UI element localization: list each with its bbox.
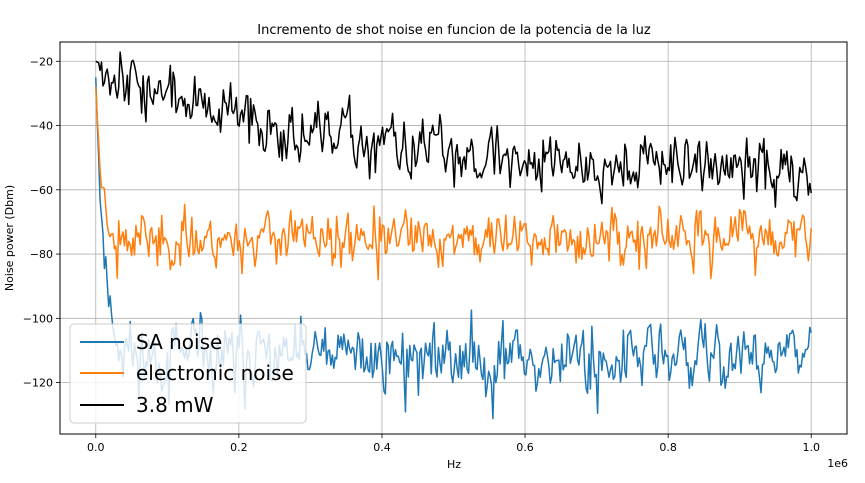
y-tick-label: −120: [23, 377, 53, 390]
x-axis-label: Hz: [447, 458, 461, 471]
legend-label-3-8-mw: 3.8 mW: [136, 393, 214, 417]
plot-frame: [59, 41, 848, 435]
x-tick-label: 1.0: [802, 441, 820, 454]
legend-label-sa-noise: SA noise: [136, 330, 222, 354]
x-tick-label: 0.2: [230, 441, 248, 454]
y-axis: −120 −100 −80 −60 −40 −20: [23, 55, 60, 390]
series-line-electronic-noise: [95, 86, 812, 281]
y-axis-label: Noise power (Dbm): [3, 185, 16, 291]
y-tick-label: −80: [30, 248, 53, 261]
x-tick-label: 0.0: [87, 441, 105, 454]
legend-label-electronic-noise: electronic noise: [136, 361, 294, 385]
legend-box: [69, 323, 307, 424]
y-tick-label: −100: [23, 312, 53, 325]
x-tick-label: 0.4: [373, 441, 391, 454]
y-tick-label: −20: [30, 55, 53, 68]
x-tick-label: 0.6: [516, 441, 534, 454]
x-axis-offset-text: 1e6: [827, 457, 848, 470]
series-line-3-8-mw: [95, 51, 812, 208]
x-tick-label: 0.8: [659, 441, 677, 454]
x-axis: 0.0 0.2 0.4 0.6 0.8 1.0: [87, 434, 820, 454]
y-tick-label: −40: [30, 120, 53, 133]
legend: SA noise electronic noise 3.8 mW: [69, 323, 307, 424]
chart-title: Incremento de shot noise en funcion de l…: [257, 23, 651, 38]
y-tick-label: −60: [30, 184, 53, 197]
